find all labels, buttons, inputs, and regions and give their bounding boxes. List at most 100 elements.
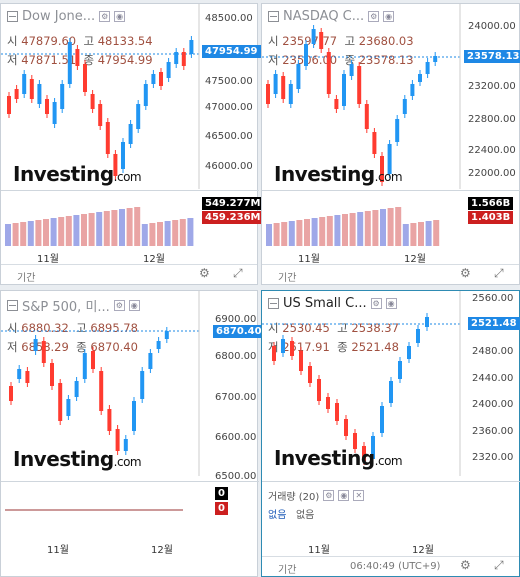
eye-icon[interactable]: ◉ [128, 300, 140, 311]
settings-icon[interactable]: ⚙ [99, 11, 111, 22]
candle [174, 52, 179, 64]
candle [425, 317, 429, 327]
candle [272, 346, 276, 361]
volume-bar [187, 218, 194, 246]
price-chart[interactable] [1, 4, 201, 189]
clock-readout: 06:40:49 (UTC+9) [350, 561, 441, 572]
expand-icon[interactable]: ⤢ [494, 558, 504, 572]
y-tick: 23200.00 [468, 81, 516, 92]
panel-title: S&P 500, 미... [22, 300, 110, 315]
volume-bar [304, 219, 310, 246]
eye-icon[interactable]: ◉ [338, 490, 350, 501]
price-chart[interactable] [262, 4, 462, 189]
volume-tag-2: 1.403B [468, 211, 514, 224]
last-price-tag: 6870.40 [213, 325, 265, 338]
volume-bar [73, 215, 80, 246]
panel-title: Dow Jone... [22, 9, 96, 24]
candle [156, 341, 161, 349]
chart-panel-russell[interactable]: US Small C... ⚙ ◉ 시 2530.45 고 2538.37 저 … [261, 290, 520, 577]
candle [362, 446, 366, 461]
candle [74, 381, 79, 397]
candle [151, 74, 156, 84]
price-chart[interactable] [262, 291, 462, 476]
candle [296, 64, 301, 89]
candle [128, 124, 133, 144]
volume-bar [141, 224, 148, 246]
y-tick: 2480.00 [472, 346, 514, 357]
period-label[interactable]: 기간 [17, 273, 36, 284]
candle [33, 339, 38, 351]
volume-chart [5, 207, 194, 246]
candle [132, 401, 136, 431]
volume-bar [349, 213, 356, 246]
volume-tag-2: 0 [215, 502, 228, 515]
panel-header: S&P 500, 미... ⚙ ◉ [7, 296, 140, 315]
volume-bar [425, 221, 432, 246]
panel-title: US Small C... [283, 296, 367, 311]
volume-bar [364, 211, 371, 246]
gear-icon[interactable]: ⚙ [460, 558, 471, 572]
volume-bar [357, 212, 364, 246]
y-tick: 24000.00 [468, 21, 516, 32]
chart-panel-dow[interactable]: Dow Jone... ⚙ ◉ 시 47879.60 고 48133.54 저 … [0, 3, 264, 285]
candle [90, 94, 95, 109]
volume-bar [334, 215, 341, 246]
gear-icon[interactable]: ⚙ [460, 266, 471, 280]
candle [372, 132, 377, 154]
settings-icon[interactable]: ⚙ [370, 298, 382, 309]
volume-bar [418, 222, 424, 246]
collapse-icon[interactable] [7, 11, 18, 22]
volume-bar [387, 208, 394, 246]
x-tick: 12월 [143, 254, 165, 265]
candle [380, 156, 384, 182]
candle [83, 64, 87, 92]
settings-icon[interactable]: ⚙ [323, 490, 335, 501]
volume-bar [5, 224, 11, 246]
volume-bar [372, 210, 379, 246]
volume-bar [296, 220, 303, 246]
investing-logo: Investing.com [13, 162, 142, 186]
candle [99, 371, 104, 411]
settings-icon[interactable]: ⚙ [113, 300, 125, 311]
collapse-icon[interactable] [7, 300, 18, 311]
settings-icon[interactable]: ⚙ [368, 11, 380, 22]
candle [304, 44, 308, 66]
period-label[interactable]: 기간 [278, 565, 297, 576]
gear-icon[interactable]: ⚙ [199, 266, 210, 280]
volume-tag-1: 0 [215, 487, 228, 500]
candle [407, 346, 411, 359]
collapse-icon[interactable] [268, 11, 279, 22]
candle [29, 79, 34, 99]
candle [416, 329, 420, 343]
volume-bar [27, 221, 34, 246]
close-icon[interactable]: ✕ [353, 490, 365, 501]
volume-bar [81, 214, 87, 246]
candle [7, 96, 11, 114]
candle [281, 76, 286, 99]
expand-icon[interactable]: ⤢ [494, 266, 504, 280]
candle [41, 341, 46, 363]
panel-header: NASDAQ C... ⚙ ◉ [268, 9, 395, 24]
candle [107, 409, 112, 431]
expand-icon[interactable]: ⤢ [233, 266, 243, 280]
eye-icon[interactable]: ◉ [114, 11, 126, 22]
candle [115, 429, 120, 451]
candle [308, 366, 312, 383]
collapse-icon[interactable] [268, 298, 279, 309]
chart-panel-nasdaq[interactable]: NASDAQ C... ⚙ ◉ 시 23597.77 고 23680.03 저 … [261, 3, 520, 285]
candle [14, 89, 19, 99]
eye-icon[interactable]: ◉ [383, 11, 395, 22]
period-label[interactable]: 기간 [278, 273, 297, 284]
volume-chart [266, 207, 440, 246]
candle [164, 331, 169, 339]
candle [98, 104, 103, 126]
volume-bar [65, 216, 72, 246]
eye-icon[interactable]: ◉ [385, 298, 397, 309]
candle [37, 84, 42, 104]
price-chart[interactable] [1, 291, 201, 476]
candle [357, 66, 362, 104]
chart-panel-sp500[interactable]: S&P 500, 미... ⚙ ◉ 시 6880.32 고 6895.78 저 … [0, 290, 265, 577]
candle [334, 99, 339, 109]
candle [371, 436, 375, 459]
volume-bar [281, 222, 288, 246]
